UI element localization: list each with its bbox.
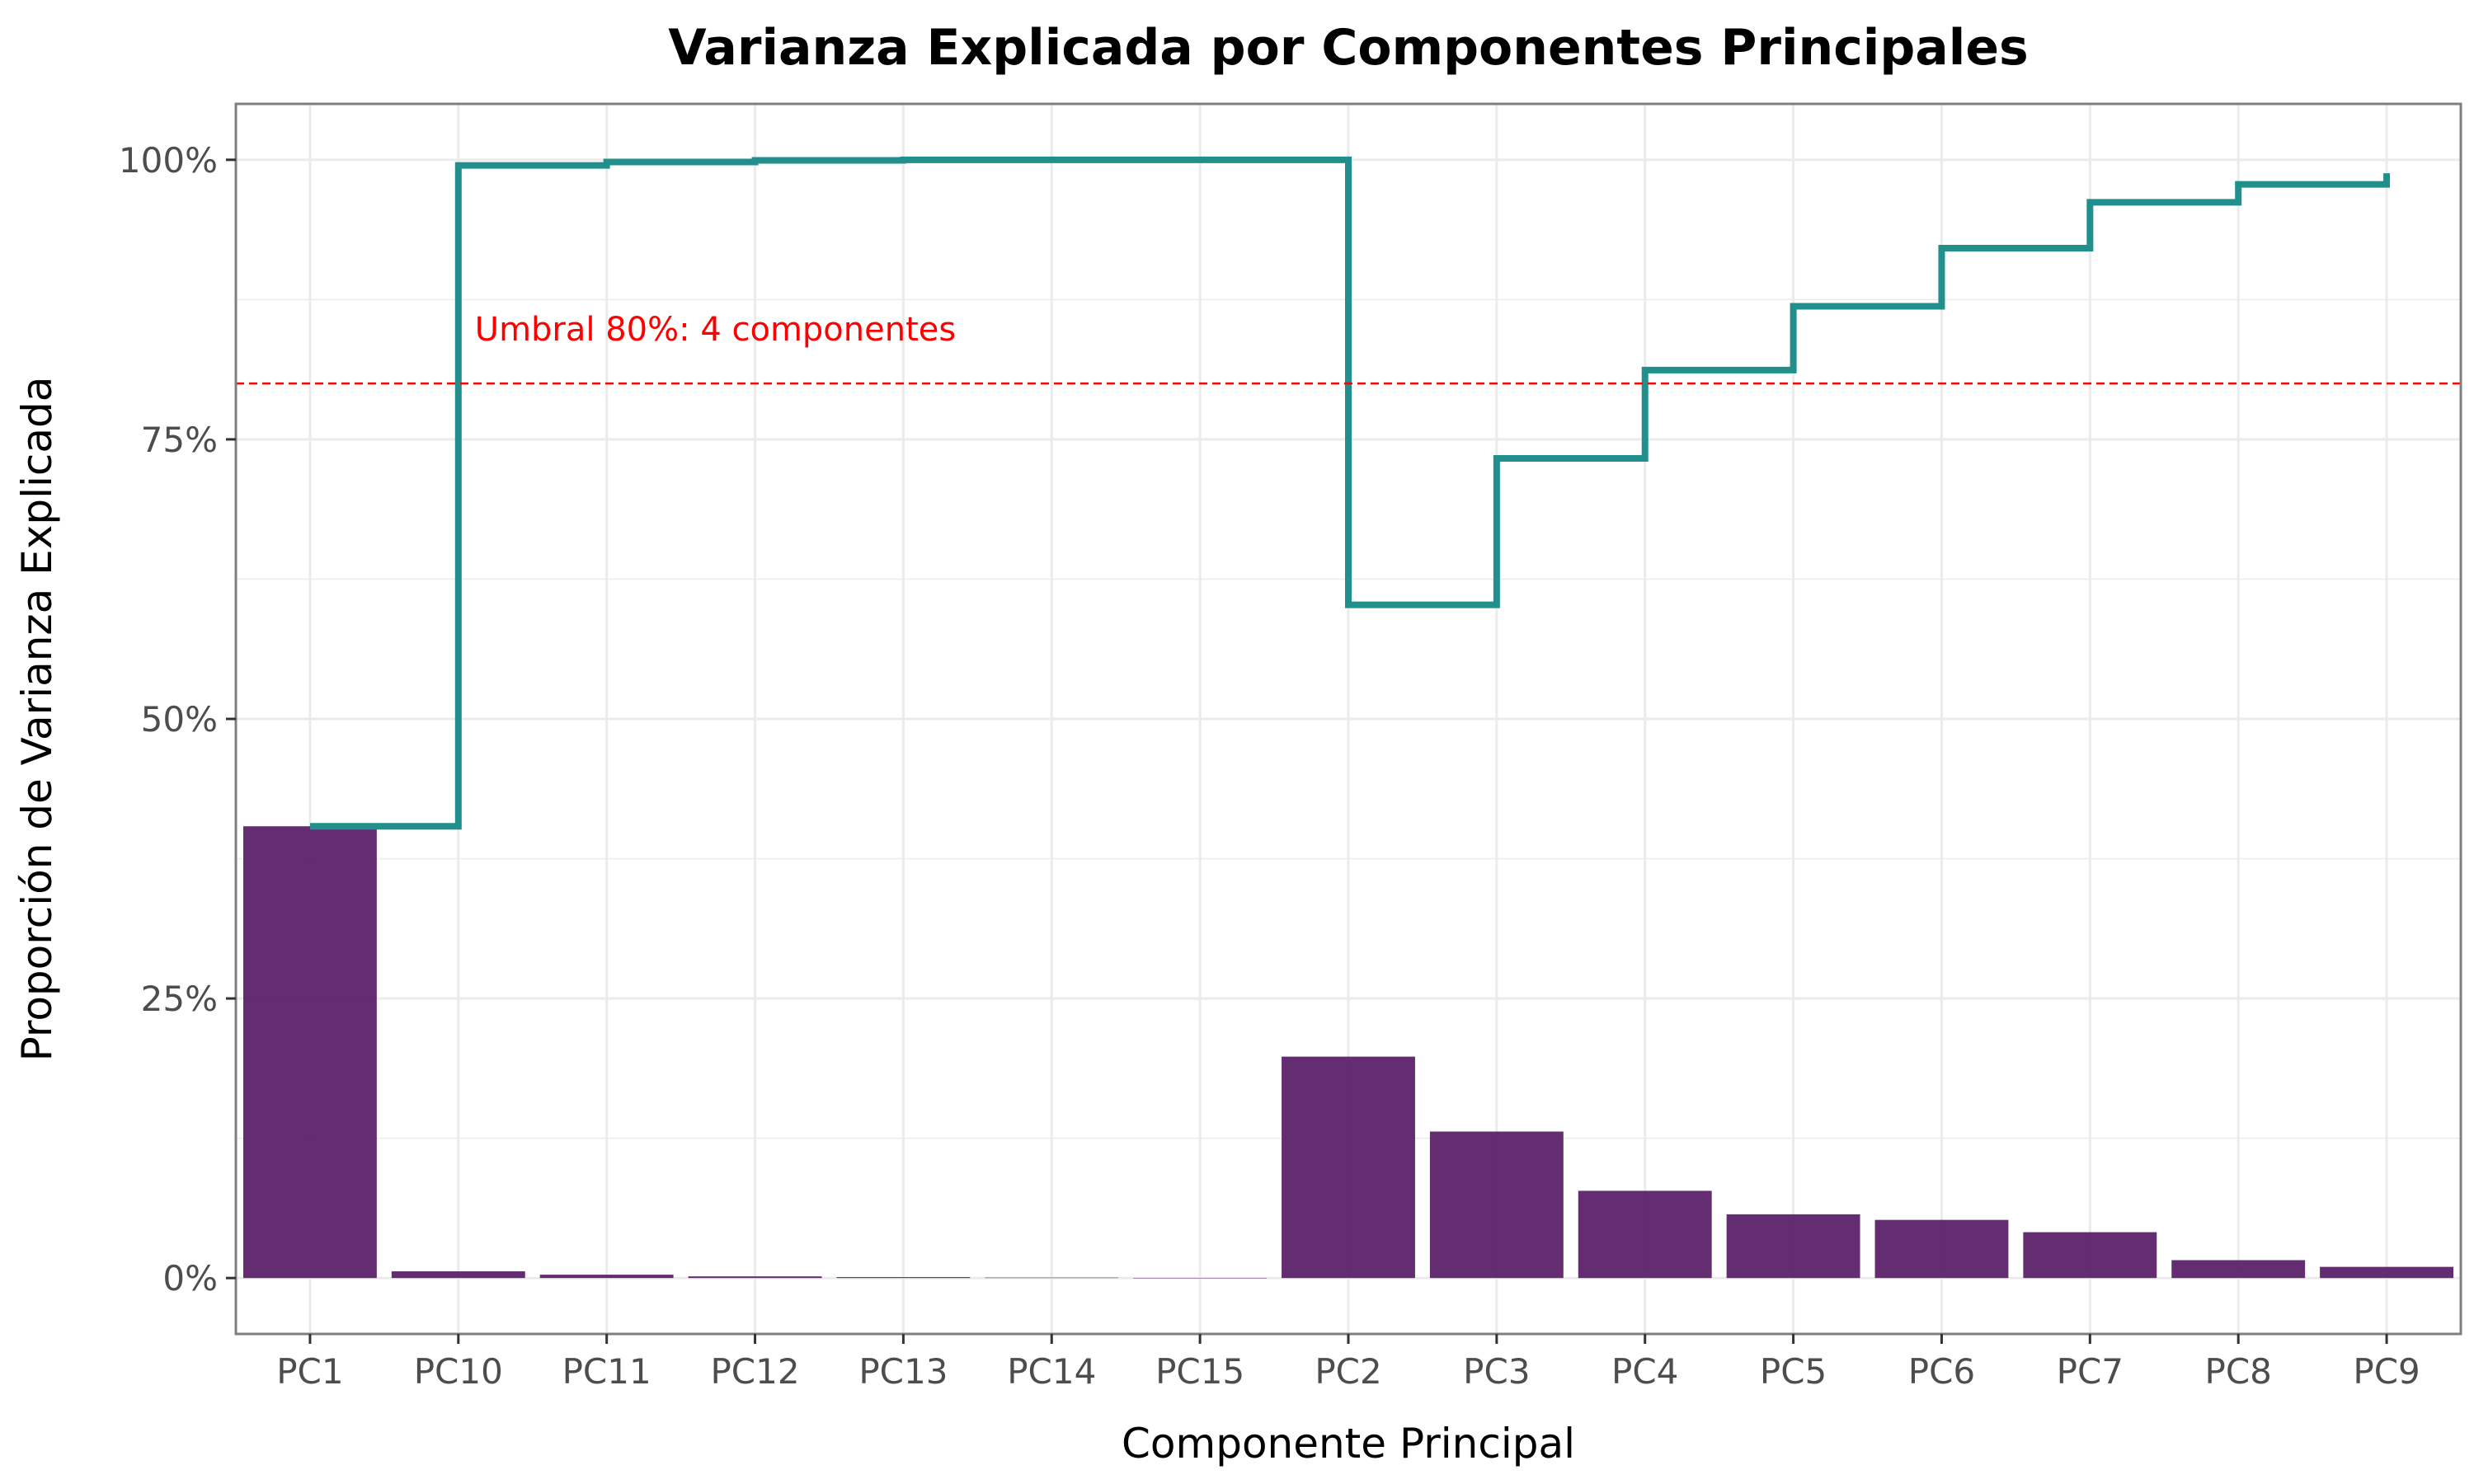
bar-pc11 — [539, 1275, 674, 1279]
y-axis-title: Proporción de Varianza Explicada — [13, 377, 61, 1062]
bar-pc14 — [985, 1277, 1119, 1279]
x-tick-label-pc8: PC8 — [2205, 1351, 2272, 1392]
chart-title: Varianza Explicada por Componentes Princ… — [668, 19, 2029, 77]
cumulative-line-series — [309, 156, 2391, 830]
bar-pc7 — [2023, 1232, 2157, 1279]
x-tick-label-pc14: PC14 — [1007, 1351, 1096, 1392]
bar-pc6 — [1874, 1219, 2009, 1279]
x-tick-label-pc6: PC6 — [1908, 1351, 1975, 1392]
y-tick-label: 50% — [141, 699, 218, 740]
x-axis-title: Componente Principal — [1122, 1420, 1575, 1468]
x-tick-label-pc5: PC5 — [1760, 1351, 1827, 1392]
bar-series — [242, 826, 2454, 1279]
bar-pc9 — [2320, 1266, 2454, 1279]
bar-pc5 — [1726, 1214, 1860, 1279]
bar-pc4 — [1578, 1190, 1712, 1279]
bar-pc8 — [2171, 1260, 2306, 1279]
y-tick-label: 100% — [119, 140, 218, 181]
x-tick-label-pc12: PC12 — [710, 1351, 799, 1392]
x-tick-label-pc10: PC10 — [414, 1351, 503, 1392]
threshold-layer: Umbral 80%: 4 componentes — [236, 311, 2461, 385]
y-tick-label: 25% — [141, 979, 218, 1019]
bar-pc3 — [1429, 1131, 1564, 1279]
x-tick-label-pc13: PC13 — [858, 1351, 948, 1392]
cumulative-step-line — [309, 156, 2391, 830]
x-tick-label-pc7: PC7 — [2057, 1351, 2124, 1392]
x-tick-label-pc1: PC1 — [276, 1351, 343, 1392]
threshold-label: Umbral 80%: 4 componentes — [475, 311, 956, 349]
bar-pc13 — [836, 1277, 971, 1279]
y-axis-ticks: 0% 25% 50% 75% 100% — [119, 140, 236, 1298]
bar-pc12 — [688, 1276, 822, 1279]
y-tick-label: 75% — [141, 420, 218, 460]
x-axis-ticks: PC1 PC10 PC11 PC12 PC13 PC14 PC15 PC2 PC3 PC4 PC5 P… — [276, 1334, 2420, 1392]
bar-pc10 — [391, 1271, 525, 1279]
bar-pc2 — [1282, 1056, 1415, 1279]
x-tick-label-pc9: PC9 — [2353, 1351, 2420, 1392]
x-tick-label-pc11: PC11 — [562, 1351, 651, 1392]
x-tick-label-pc2: PC2 — [1315, 1351, 1381, 1392]
y-tick-label: 0% — [162, 1258, 218, 1298]
x-tick-label-pc3: PC3 — [1463, 1351, 1530, 1392]
x-tick-label-pc4: PC4 — [1611, 1351, 1678, 1392]
bar-pc1 — [242, 826, 377, 1279]
x-tick-label-pc15: PC15 — [1155, 1351, 1244, 1392]
bar-pc15 — [1133, 1278, 1268, 1279]
